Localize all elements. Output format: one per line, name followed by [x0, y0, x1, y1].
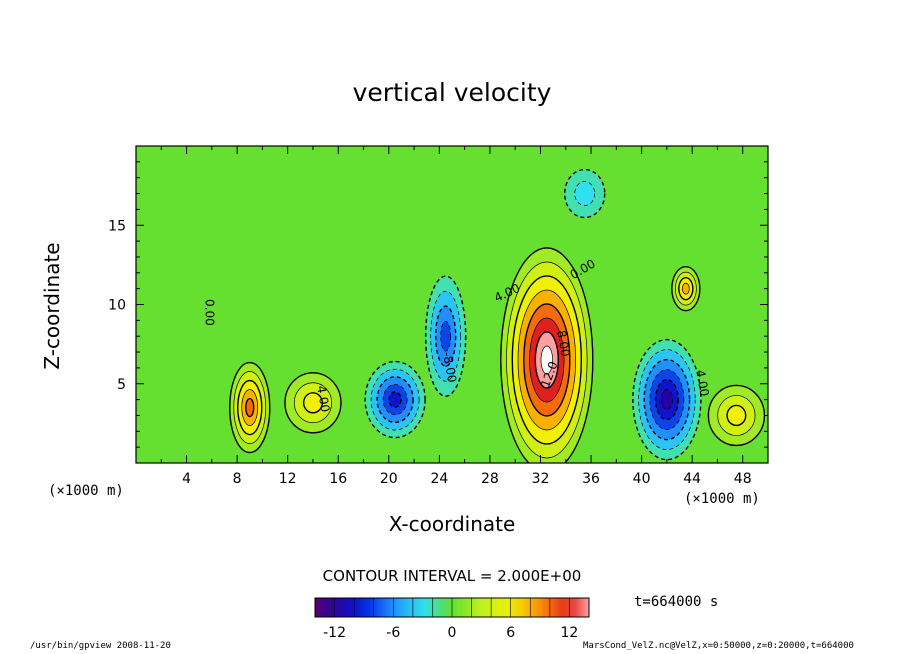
contour-band [388, 391, 402, 408]
colorbar-tick-label: 0 [448, 625, 457, 641]
contour-label: 4.00 [693, 369, 711, 398]
x-tick-label: 16 [329, 471, 347, 487]
plot-frame [135, 145, 769, 464]
contour-band [681, 282, 690, 295]
tick-marks [135, 145, 769, 464]
field-feature [564, 168, 606, 219]
y-axis-label: Z-coordinate [40, 242, 64, 370]
x-tick-label: 32 [532, 471, 550, 487]
colorbar-ticks: -12 -6 0 6 12 [314, 597, 590, 641]
field-feature [632, 338, 702, 461]
x-tick-label: 48 [734, 471, 752, 487]
field-feature [500, 247, 594, 463]
x-tick-label: 28 [481, 471, 499, 487]
field-feature [707, 384, 766, 447]
contour-band [574, 181, 596, 206]
source-stamp: MarsCond_VelZ.nc@VelZ,x=0:50000,z=0:2000… [583, 641, 854, 651]
chart-title: vertical velocity [352, 78, 552, 107]
y-tick-label: 10 [108, 298, 126, 314]
colorbar-tick-label: -6 [386, 625, 400, 641]
contour-band [245, 397, 255, 418]
y-tick-labels: 5 10 15 [108, 218, 126, 393]
contour-band [726, 404, 747, 427]
contour-interval: CONTOUR INTERVAL = 2.000E+00 [322, 567, 582, 585]
colorbar-tick-label: 6 [506, 625, 515, 641]
contour-label: 8.00 [554, 329, 572, 358]
x-unit-right: (×1000 m) [684, 491, 760, 507]
contour-label: 4.00 [314, 385, 332, 414]
contour-band [540, 345, 553, 375]
contour-label: 0.00 [203, 299, 217, 326]
field-feature [229, 361, 271, 454]
x-tick-labels: 4 8 12 16 20 24 28 32 36 40 44 48 [182, 471, 752, 487]
x-tick-label: 40 [633, 471, 651, 487]
x-tick-label: 44 [683, 471, 701, 487]
contour-field [229, 168, 766, 463]
field-feature [671, 265, 701, 312]
contour-band [302, 392, 323, 414]
field-feature [364, 360, 426, 439]
field-feature [284, 372, 342, 434]
x-unit-left: (×1000 m) [48, 483, 124, 499]
x-tick-label: 8 [233, 471, 242, 487]
x-axis-label: X-coordinate [388, 512, 516, 536]
time-label: t=664000 s [634, 594, 719, 610]
x-tick-label: 12 [279, 471, 297, 487]
contour-band [660, 389, 673, 410]
x-tick-label: 20 [380, 471, 398, 487]
field-feature [424, 275, 467, 397]
y-tick-label: 15 [108, 218, 126, 234]
x-tick-label: 36 [582, 471, 600, 487]
y-tick-label: 5 [117, 377, 126, 393]
colorbar-frame [314, 597, 590, 618]
program-stamp: /usr/bin/gpview 2008-11-20 [30, 641, 171, 651]
x-tick-label: 4 [182, 471, 191, 487]
colorbar-tick-label: -12 [323, 625, 346, 641]
contour-band [440, 320, 452, 352]
contour-label: -8.00 [440, 351, 459, 384]
colorbar-tick-label: 12 [561, 625, 579, 641]
x-tick-label: 24 [430, 471, 448, 487]
